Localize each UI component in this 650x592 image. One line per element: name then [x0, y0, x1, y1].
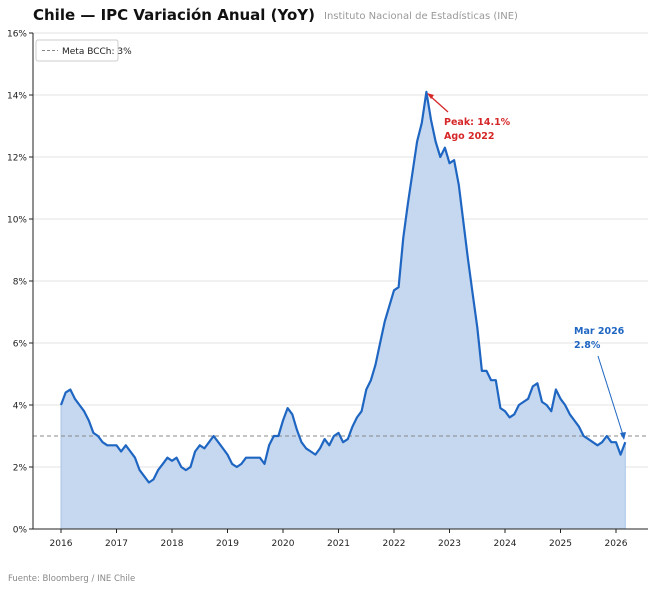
x-tick-label: 2019: [216, 539, 239, 549]
y-tick-label: 4%: [13, 402, 28, 412]
last-label-date: Mar 2026: [574, 326, 625, 337]
x-tick-label: 2024: [494, 539, 517, 549]
last-annotation: Mar 2026 2.8%: [574, 326, 626, 440]
series-line: [59, 90, 627, 484]
x-tick-label: 2021: [327, 539, 350, 549]
legend-box: [35, 39, 119, 62]
peak-label-value: Peak: 14.1%: [444, 117, 511, 128]
peak-label-date: Ago 2022: [444, 131, 494, 142]
x-tick-label: 2026: [605, 539, 628, 549]
last-arrow: [597, 355, 624, 436]
last-label-value: 2.8%: [574, 340, 601, 351]
y-tick-label: 2%: [13, 464, 28, 474]
chart-title: Chile — IPC Variación Anual (YoY): [33, 6, 315, 24]
chart-subtitle: Instituto Nacional de Estadísticas (INE): [324, 10, 518, 22]
y-tick-label: 10%: [7, 216, 27, 226]
peak-arrow: [428, 94, 449, 113]
legend-label: Meta BCCh: 3%: [62, 47, 132, 57]
last-arrowhead: [620, 432, 626, 440]
y-tick-label: 16%: [7, 30, 27, 40]
y-tick-label: 8%: [13, 278, 28, 288]
peak-arrowhead: [427, 93, 434, 99]
source-note: Fuente: Bloomberg / INE Chile: [8, 574, 135, 584]
x-tick-label: 2016: [50, 539, 73, 549]
x-tick-label: 2018: [161, 539, 184, 549]
y-tick-label: 14%: [7, 92, 27, 102]
legend: Meta BCCh: 3%: [35, 39, 132, 62]
x-tick-label: 2025: [549, 539, 572, 549]
peak-annotation: Peak: 14.1% Ago 2022: [427, 93, 511, 142]
y-tick-label: 12%: [7, 154, 27, 164]
x-tick-label: 2020: [272, 539, 295, 549]
y-tick-label: 0%: [13, 526, 28, 536]
x-tick-label: 2017: [105, 539, 128, 549]
y-tick-label: 6%: [13, 340, 28, 350]
x-tick-label: 2022: [383, 539, 406, 549]
x-tick-label: 2023: [438, 539, 461, 549]
